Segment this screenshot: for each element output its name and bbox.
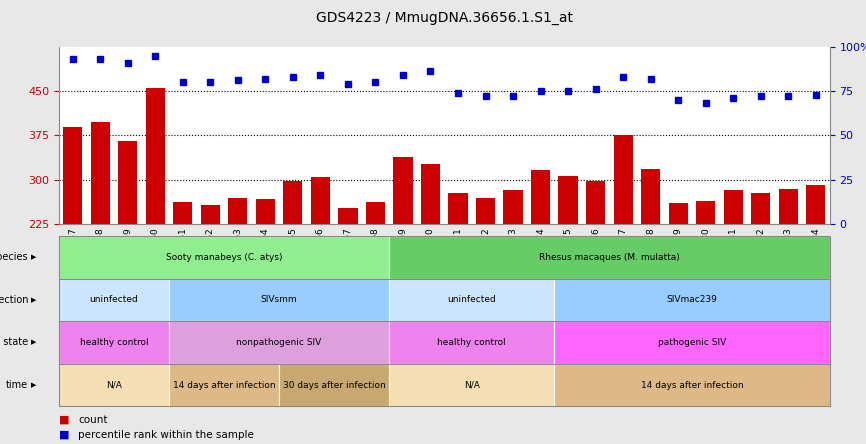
Text: count: count (78, 415, 107, 424)
Text: infection: infection (0, 295, 29, 305)
Text: SIVmac239: SIVmac239 (667, 295, 717, 305)
Text: ■: ■ (59, 415, 69, 424)
Text: SIVsmm: SIVsmm (261, 295, 297, 305)
Bar (201, 205, 220, 357)
Bar (339, 208, 358, 357)
Bar (173, 202, 192, 357)
Bar (531, 170, 550, 357)
Text: disease state: disease state (0, 337, 29, 348)
Bar (613, 135, 633, 357)
Text: percentile rank within the sample: percentile rank within the sample (78, 430, 254, 440)
Bar (63, 127, 82, 357)
Text: ▶: ▶ (30, 297, 36, 303)
Text: time: time (6, 380, 29, 390)
Text: healthy control: healthy control (437, 338, 506, 347)
Text: species: species (0, 253, 29, 262)
Bar (669, 203, 688, 357)
Bar (255, 199, 275, 357)
Bar (559, 176, 578, 357)
Bar (145, 88, 165, 357)
Text: GDS4223 / MmugDNA.36656.1.S1_at: GDS4223 / MmugDNA.36656.1.S1_at (316, 11, 572, 25)
Bar (696, 201, 715, 357)
Text: healthy control: healthy control (80, 338, 148, 347)
Bar (449, 194, 468, 357)
Bar (503, 190, 523, 357)
Bar (283, 181, 302, 357)
Bar (421, 164, 440, 357)
Text: uninfected: uninfected (448, 295, 496, 305)
Bar (476, 198, 495, 357)
Bar (724, 190, 743, 357)
Bar (641, 169, 661, 357)
Bar (118, 141, 138, 357)
Text: pathogenic SIV: pathogenic SIV (658, 338, 726, 347)
Bar (586, 181, 605, 357)
Bar (311, 177, 330, 357)
Text: 14 days after infection: 14 days after infection (641, 381, 743, 389)
Text: 14 days after infection: 14 days after infection (172, 381, 275, 389)
Text: uninfected: uninfected (89, 295, 139, 305)
Text: nonpathogenic SIV: nonpathogenic SIV (236, 338, 322, 347)
Bar (779, 189, 798, 357)
Text: Rhesus macaques (M. mulatta): Rhesus macaques (M. mulatta) (539, 253, 680, 262)
Text: ▶: ▶ (30, 382, 36, 388)
Text: 30 days after infection: 30 days after infection (283, 381, 385, 389)
Bar (806, 185, 825, 357)
Bar (365, 202, 385, 357)
Text: ▶: ▶ (30, 340, 36, 345)
Text: ▶: ▶ (30, 254, 36, 261)
Text: N/A: N/A (106, 381, 122, 389)
Text: ■: ■ (59, 430, 69, 440)
Bar (228, 198, 248, 357)
Bar (751, 193, 771, 357)
Text: N/A: N/A (464, 381, 480, 389)
Text: Sooty manabeys (C. atys): Sooty manabeys (C. atys) (165, 253, 282, 262)
Bar (393, 157, 412, 357)
Bar (91, 122, 110, 357)
